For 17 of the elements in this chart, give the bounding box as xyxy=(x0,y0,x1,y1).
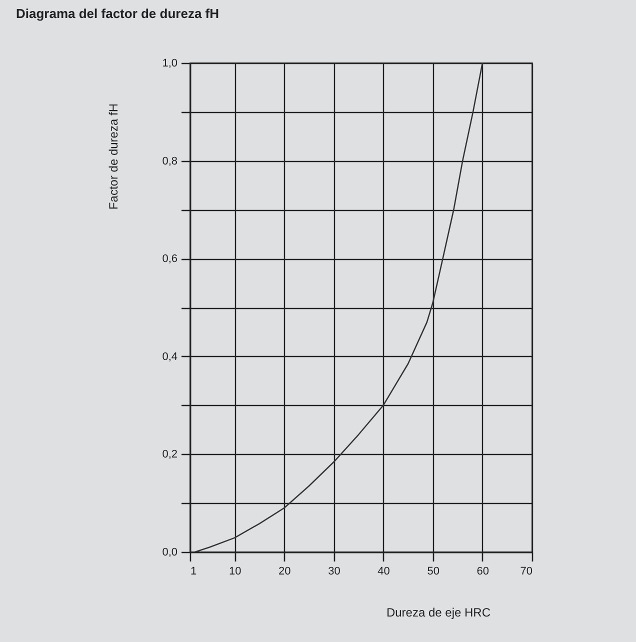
x-tick-label: 30 xyxy=(328,566,340,578)
chart-title: Diagrama del factor de dureza fH xyxy=(16,6,219,21)
x-tick-label: 40 xyxy=(378,566,390,578)
y-tick-label: 0,4 xyxy=(162,350,178,363)
x-tick-label: 50 xyxy=(427,566,440,578)
y-axis-title: Factor de dureza fH xyxy=(106,104,120,210)
y-tick-label: 0,8 xyxy=(162,155,178,168)
x-tick-label: 70 xyxy=(520,566,532,578)
x-tick-label: 60 xyxy=(476,566,490,578)
y-tick-label: 0,6 xyxy=(162,253,178,266)
x-tick-label: 1 xyxy=(190,566,197,578)
x-tick-label: 10 xyxy=(228,566,242,578)
y-tick-label: 0,2 xyxy=(162,448,178,461)
x-axis-title: Dureza de eje HRC xyxy=(386,606,491,620)
y-tick-label: 0,0 xyxy=(162,546,178,558)
y-tick-label: 1,0 xyxy=(162,58,178,70)
x-tick-label: 20 xyxy=(278,566,291,578)
